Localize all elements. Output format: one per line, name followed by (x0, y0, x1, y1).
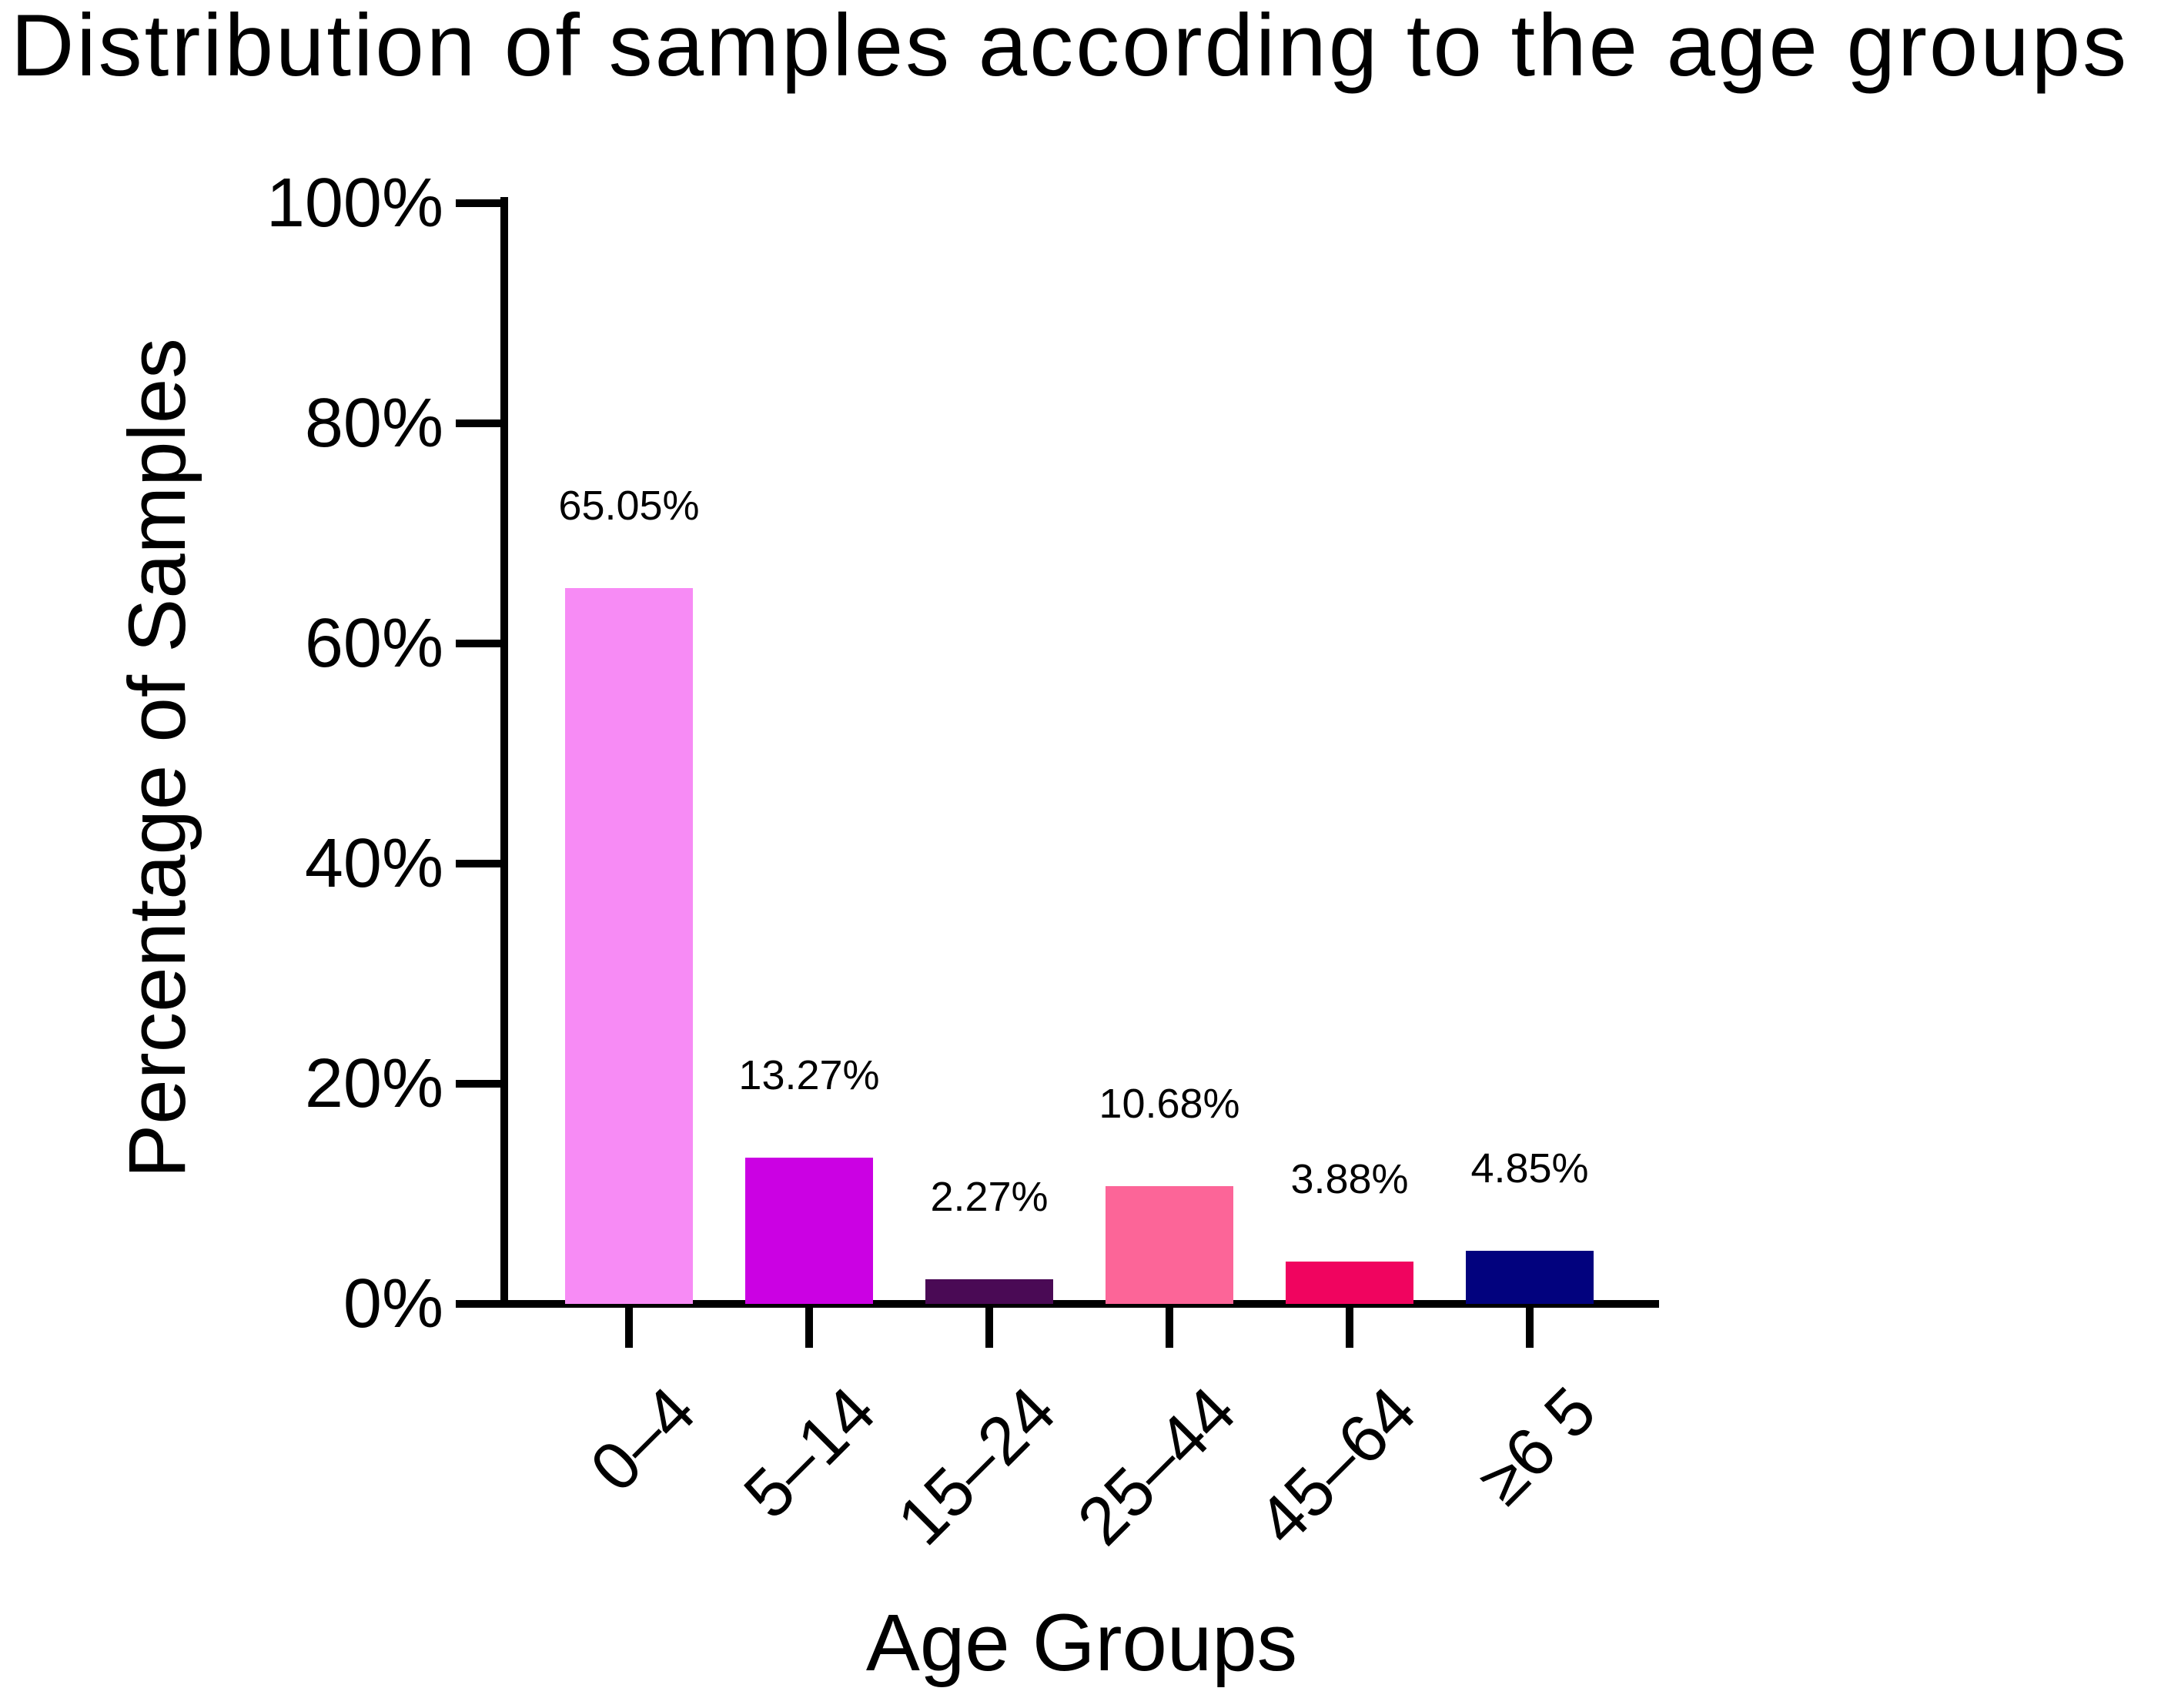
x-tick-mark (625, 1308, 633, 1348)
bar-value-label: 13.27% (738, 1052, 880, 1098)
y-tick-label: 0% (343, 1265, 443, 1342)
bar (1286, 1262, 1413, 1304)
bar (745, 1158, 873, 1304)
x-tick-mark (1166, 1308, 1173, 1348)
bar (1106, 1186, 1233, 1304)
bar-value-label: 3.88% (1290, 1156, 1409, 1202)
y-tick-mark (456, 1300, 500, 1308)
bar (565, 588, 693, 1304)
bar-value-label: 65.05% (558, 483, 700, 529)
bar (925, 1279, 1053, 1304)
bar (1466, 1251, 1594, 1304)
y-tick-mark (456, 1080, 500, 1088)
y-tick-label: 40% (304, 825, 443, 902)
y-axis-line (500, 197, 508, 1308)
y-tick-mark (456, 640, 500, 647)
x-tick-mark (1346, 1308, 1353, 1348)
y-tick-mark (456, 419, 500, 427)
y-tick-label: 60% (304, 605, 443, 682)
y-tick-label: 20% (304, 1045, 443, 1122)
y-tick-label: 100% (266, 165, 443, 242)
y-tick-mark (456, 199, 500, 207)
bar-value-label: 10.68% (1099, 1081, 1240, 1127)
bar-value-label: 2.27% (930, 1174, 1049, 1220)
x-axis-line (500, 1300, 1659, 1308)
x-axis-title: Age Groups (865, 1598, 1298, 1688)
bar-value-label: 4.85% (1470, 1145, 1589, 1192)
x-tick-mark (985, 1308, 993, 1348)
y-tick-mark (456, 860, 500, 867)
x-tick-mark (805, 1308, 813, 1348)
x-tick-mark (1526, 1308, 1534, 1348)
chart-title: Distribution of samples according to the… (11, 0, 2129, 95)
y-tick-label: 80% (304, 385, 443, 462)
